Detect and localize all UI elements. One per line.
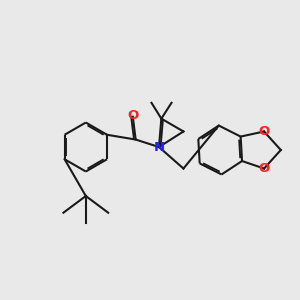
Text: O: O [127,109,138,122]
Text: O: O [258,125,270,138]
Text: N: N [153,140,164,154]
Text: O: O [258,162,270,175]
